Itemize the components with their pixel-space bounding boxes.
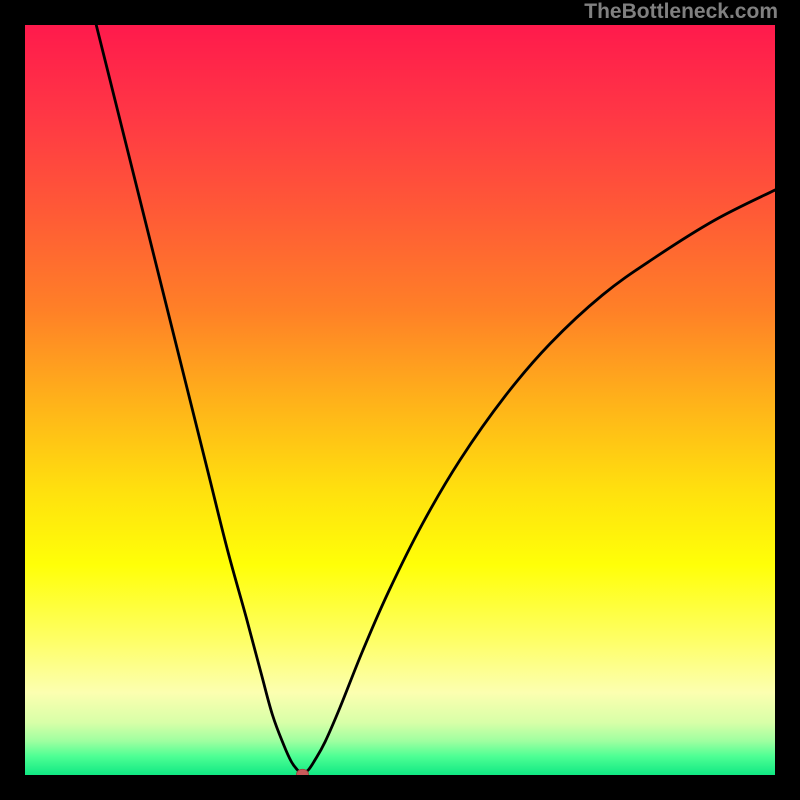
bottleneck-plot — [25, 25, 775, 775]
watermark-text: TheBottleneck.com — [584, 0, 778, 24]
plot-background — [25, 25, 775, 775]
chart-frame: TheBottleneck.com — [0, 0, 800, 800]
